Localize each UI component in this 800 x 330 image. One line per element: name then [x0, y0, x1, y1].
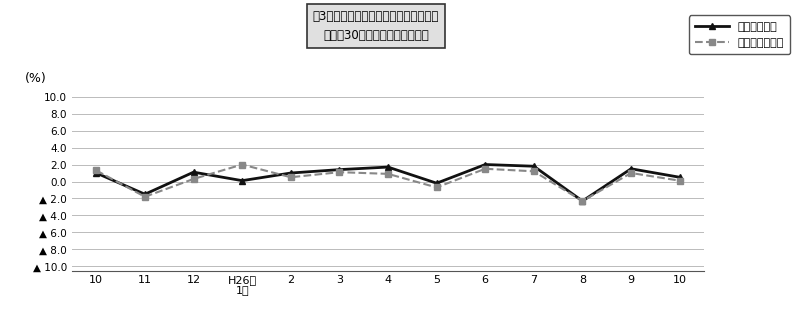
- Text: 図3　労働時間の推移（対前年同月比）
－規樨30人以上－　調査産業計: 図3 労働時間の推移（対前年同月比） －規樨30人以上－ 調査産業計: [313, 10, 439, 42]
- Text: (%): (%): [25, 72, 46, 85]
- Legend: 総実労働時間, 所定内労働時間: 総実労働時間, 所定内労働時間: [689, 16, 790, 54]
